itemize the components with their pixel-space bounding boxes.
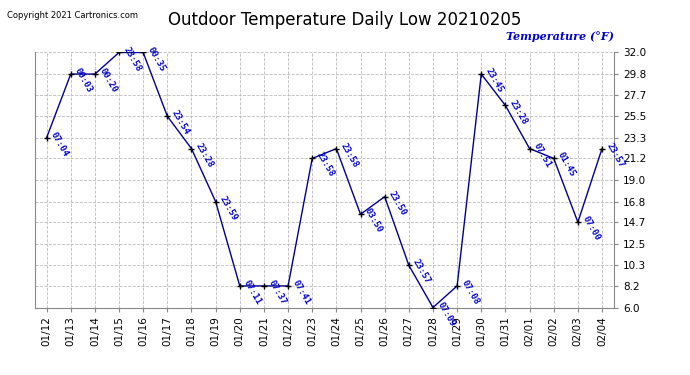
- Text: Copyright 2021 Cartronics.com: Copyright 2021 Cartronics.com: [7, 11, 138, 20]
- Text: 07:09: 07:09: [435, 300, 457, 328]
- Text: 07:04: 07:04: [49, 130, 70, 158]
- Text: 23:28: 23:28: [194, 141, 215, 169]
- Text: 07:11: 07:11: [242, 279, 264, 306]
- Text: 07:08: 07:08: [460, 279, 481, 306]
- Text: 07:51: 07:51: [532, 141, 553, 169]
- Text: 00:20: 00:20: [97, 67, 119, 94]
- Text: 23:57: 23:57: [411, 258, 433, 286]
- Text: 23:58: 23:58: [121, 45, 143, 73]
- Text: 23:28: 23:28: [508, 98, 529, 126]
- Text: 07:41: 07:41: [290, 279, 312, 306]
- Text: 07:37: 07:37: [266, 279, 288, 306]
- Text: 23:45: 23:45: [484, 67, 505, 94]
- Text: 23:50: 23:50: [387, 189, 408, 217]
- Text: 23:58: 23:58: [315, 151, 336, 179]
- Text: 00:03: 00:03: [73, 67, 95, 94]
- Text: 07:00: 07:00: [580, 215, 602, 243]
- Text: Outdoor Temperature Daily Low 20210205: Outdoor Temperature Daily Low 20210205: [168, 11, 522, 29]
- Text: 23:59: 23:59: [218, 194, 239, 222]
- Text: 23:54: 23:54: [170, 109, 191, 136]
- Text: 03:50: 03:50: [363, 207, 384, 235]
- Text: 00:35: 00:35: [146, 45, 167, 73]
- Text: 01:45: 01:45: [556, 151, 578, 179]
- Text: Temperature (°F): Temperature (°F): [506, 31, 614, 42]
- Text: 23:57: 23:57: [604, 141, 626, 169]
- Text: 23:58: 23:58: [339, 141, 360, 169]
